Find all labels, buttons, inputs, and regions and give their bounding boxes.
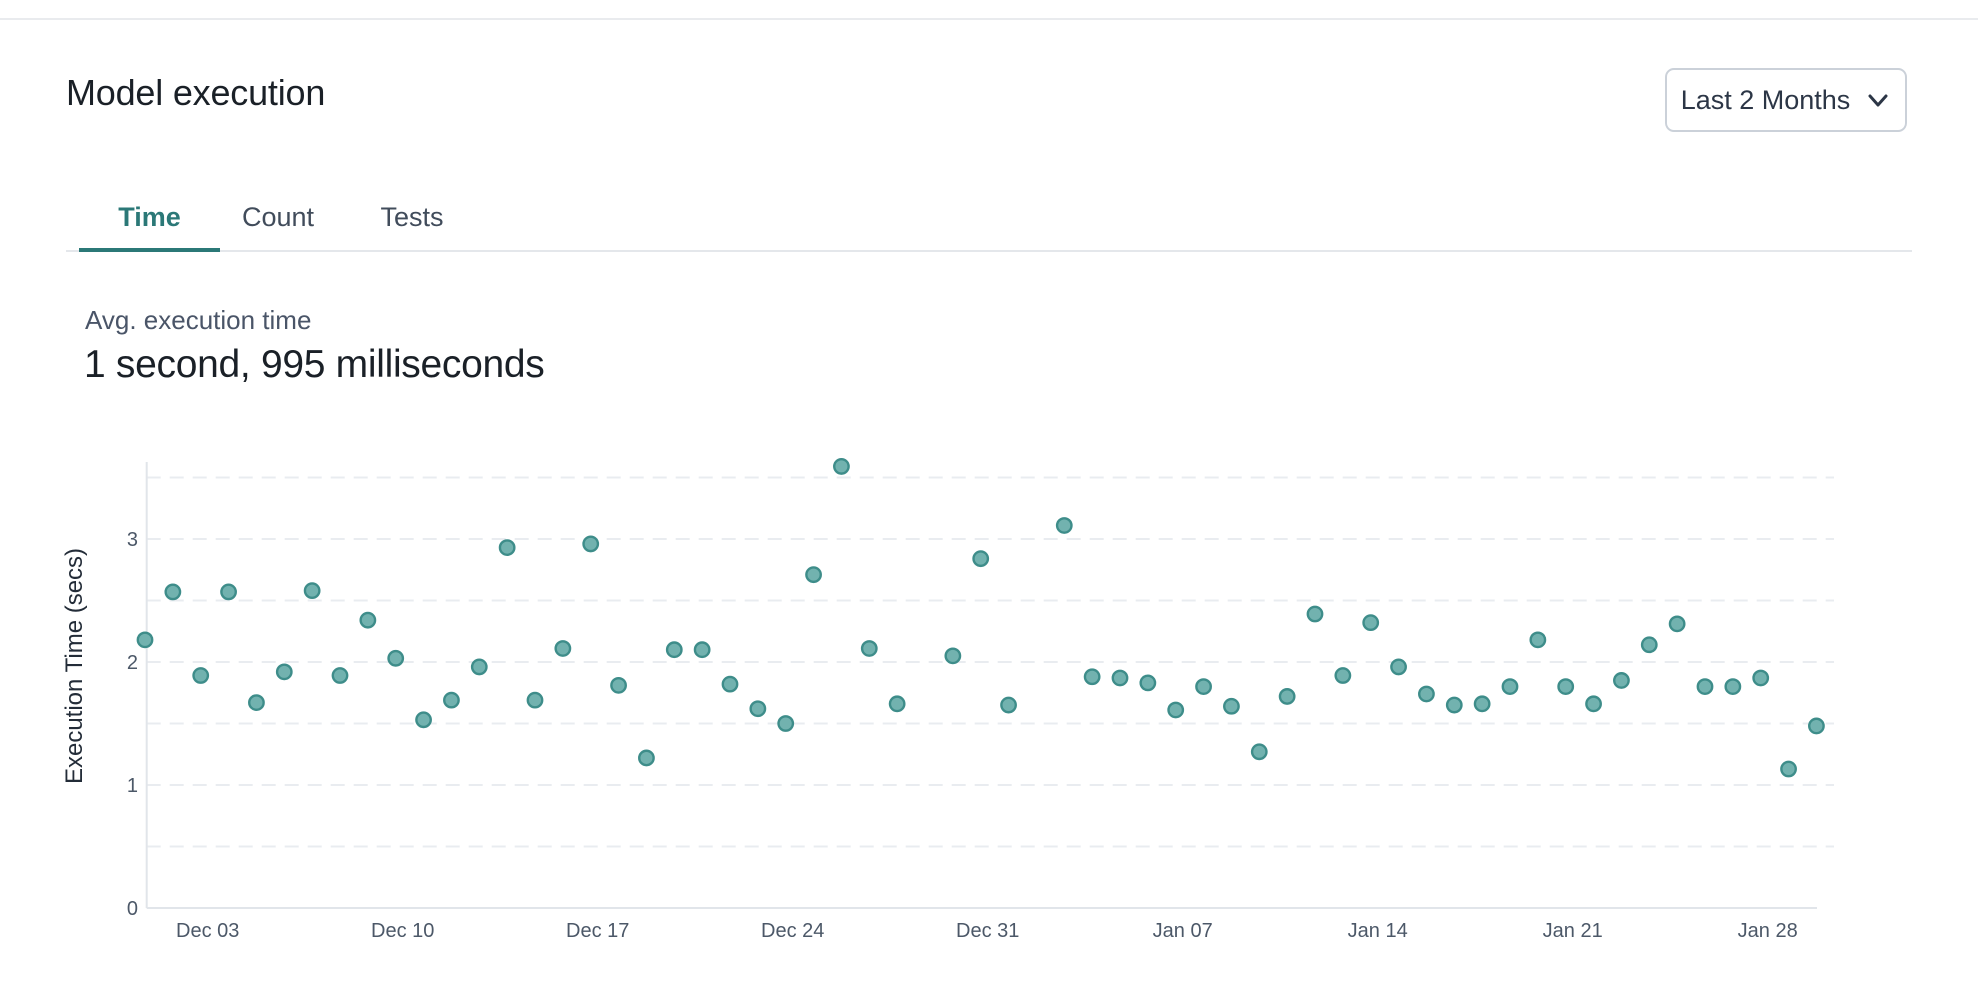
- data-point[interactable]: [1640, 636, 1658, 654]
- tab-count-label: Count: [241, 202, 315, 232]
- data-point[interactable]: [1139, 674, 1157, 692]
- data-point[interactable]: [275, 663, 293, 681]
- y-tick-label: 3: [127, 529, 138, 551]
- data-point[interactable]: [192, 667, 210, 684]
- data-point[interactable]: [1445, 696, 1463, 714]
- data-point[interactable]: [1000, 696, 1017, 714]
- data-point[interactable]: [415, 711, 432, 729]
- data-point[interactable]: [1111, 669, 1129, 687]
- date-range-label: Last 2 Months: [1680, 84, 1851, 115]
- data-point[interactable]: [805, 566, 822, 584]
- x-tick-label: Dec 03: [176, 920, 239, 942]
- y-tick-label: 2: [127, 652, 138, 674]
- data-point[interactable]: [1418, 685, 1435, 703]
- data-point[interactable]: [1696, 678, 1714, 695]
- data-point[interactable]: [721, 675, 739, 693]
- tab-tests-label: Tests: [380, 202, 444, 232]
- tab-bar: Time Count Tests: [79, 200, 488, 252]
- execution-time-scatter-chart[interactable]: 0 1 2 3 Dec 03 Dec 10 Dec 17 Dec 24 Dec 31 Jan 07…: [0, 440, 1978, 970]
- x-tick-label: Jan 28: [1738, 920, 1798, 942]
- data-point[interactable]: [1390, 658, 1407, 676]
- data-point[interactable]: [1613, 672, 1630, 689]
- data-point[interactable]: [1083, 668, 1101, 686]
- y-axis-title: Execution Time (secs): [61, 548, 88, 784]
- x-tick-label: Jan 14: [1348, 920, 1408, 942]
- date-range-dropdown[interactable]: Last 2 Months: [1665, 68, 1907, 132]
- y-tick-label: 1: [127, 775, 138, 797]
- data-point[interactable]: [1278, 688, 1296, 705]
- stat-label: Avg. execution time: [85, 305, 312, 335]
- data-point[interactable]: [164, 583, 182, 601]
- data-point[interactable]: [1362, 614, 1380, 632]
- data-point[interactable]: [136, 631, 154, 649]
- data-point[interactable]: [1668, 615, 1686, 633]
- data-point[interactable]: [1195, 678, 1212, 695]
- data-point[interactable]: [944, 647, 962, 665]
- x-tick-label: Jan 21: [1543, 920, 1603, 942]
- x-tick-label: Dec 31: [956, 920, 1019, 942]
- chevron-down-icon: [1868, 94, 1888, 107]
- data-point[interactable]: [972, 550, 990, 568]
- data-point[interactable]: [526, 691, 544, 709]
- tab-time[interactable]: Time: [79, 200, 220, 252]
- data-point[interactable]: [248, 694, 265, 711]
- data-point[interactable]: [1334, 667, 1352, 684]
- data-point[interactable]: [1167, 701, 1185, 719]
- data-point[interactable]: [1250, 743, 1268, 761]
- tab-tests[interactable]: Tests: [336, 200, 488, 252]
- data-point[interactable]: [498, 539, 516, 557]
- data-point[interactable]: [610, 676, 627, 694]
- page-title: Model execution: [66, 72, 326, 113]
- stat-value: 1 second, 995 milliseconds: [84, 343, 545, 386]
- data-point[interactable]: [833, 458, 850, 475]
- data-point[interactable]: [1223, 697, 1240, 715]
- data-point[interactable]: [220, 583, 237, 601]
- data-point[interactable]: [1529, 631, 1547, 649]
- data-point[interactable]: [1501, 678, 1519, 695]
- data-point[interactable]: [1780, 760, 1797, 778]
- y-tick-label: 0: [127, 898, 138, 920]
- data-point[interactable]: [331, 667, 349, 684]
- data-point[interactable]: [1055, 517, 1073, 534]
- data-point[interactable]: [359, 611, 377, 629]
- data-point[interactable]: [303, 582, 321, 600]
- x-tick-label: Dec 10: [371, 920, 434, 942]
- data-point[interactable]: [860, 640, 878, 657]
- data-point[interactable]: [638, 749, 655, 767]
- data-point[interactable]: [1585, 695, 1602, 713]
- data-point[interactable]: [693, 641, 711, 659]
- data-point[interactable]: [777, 715, 795, 732]
- data-point[interactable]: [665, 641, 683, 659]
- x-tick-label: Dec 17: [566, 920, 629, 942]
- x-tick-label: Dec 24: [761, 920, 824, 942]
- data-point[interactable]: [749, 700, 767, 718]
- x-tick-label: Jan 07: [1153, 920, 1213, 942]
- data-point[interactable]: [1808, 717, 1825, 735]
- top-divider: [0, 18, 1978, 20]
- data-point[interactable]: [1752, 669, 1770, 687]
- data-point[interactable]: [1724, 678, 1742, 695]
- data-point[interactable]: [1473, 695, 1491, 713]
- data-point[interactable]: [443, 691, 460, 709]
- tab-time-label: Time: [118, 202, 181, 232]
- data-point[interactable]: [1306, 605, 1324, 623]
- data-point[interactable]: [582, 535, 600, 553]
- tab-count[interactable]: Count: [220, 200, 336, 252]
- data-point[interactable]: [387, 649, 405, 667]
- data-point[interactable]: [470, 658, 488, 676]
- data-point[interactable]: [1557, 678, 1575, 695]
- data-point[interactable]: [888, 695, 906, 713]
- tab-bar-divider: [66, 250, 1912, 252]
- data-point[interactable]: [554, 640, 572, 657]
